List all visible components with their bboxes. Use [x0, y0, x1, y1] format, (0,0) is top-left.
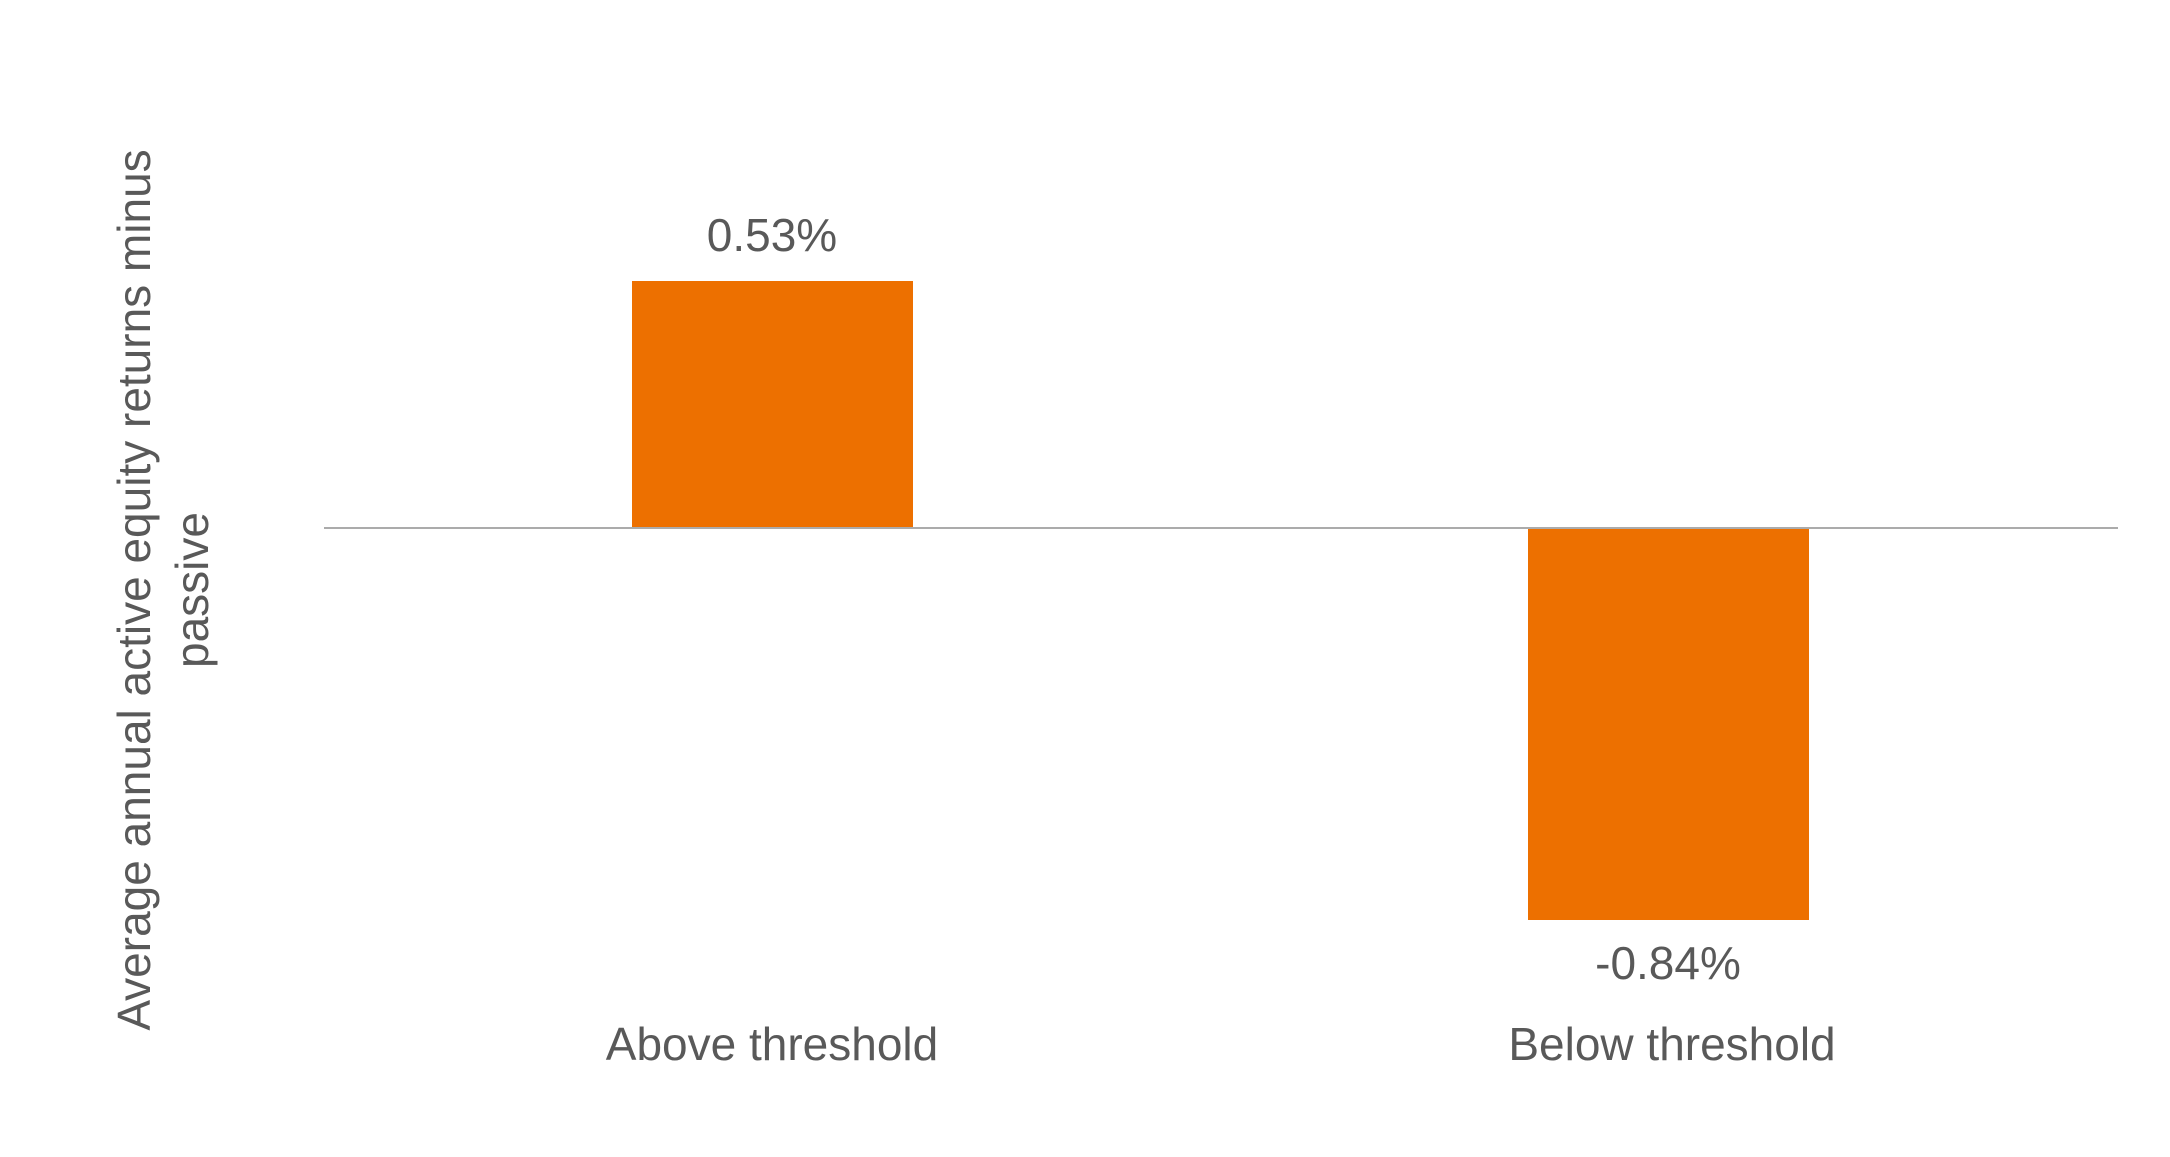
category-label-above-threshold: Above threshold: [605, 1018, 939, 1070]
y-axis-title: Average annual active equity returns min…: [103, 140, 223, 1040]
category-label-below-threshold: Below threshold: [1508, 1018, 1836, 1070]
data-label-above-threshold: 0.53%: [706, 209, 838, 261]
bar-below-threshold: [1528, 529, 1809, 920]
x-axis-baseline: [324, 527, 2118, 529]
bar-above-threshold: [632, 281, 913, 527]
y-axis-title-line-1: Average annual active equity returns min…: [108, 149, 160, 1031]
data-label-below-threshold: -0.84%: [1595, 937, 1741, 989]
y-axis-title-line-2: passive: [166, 512, 218, 668]
